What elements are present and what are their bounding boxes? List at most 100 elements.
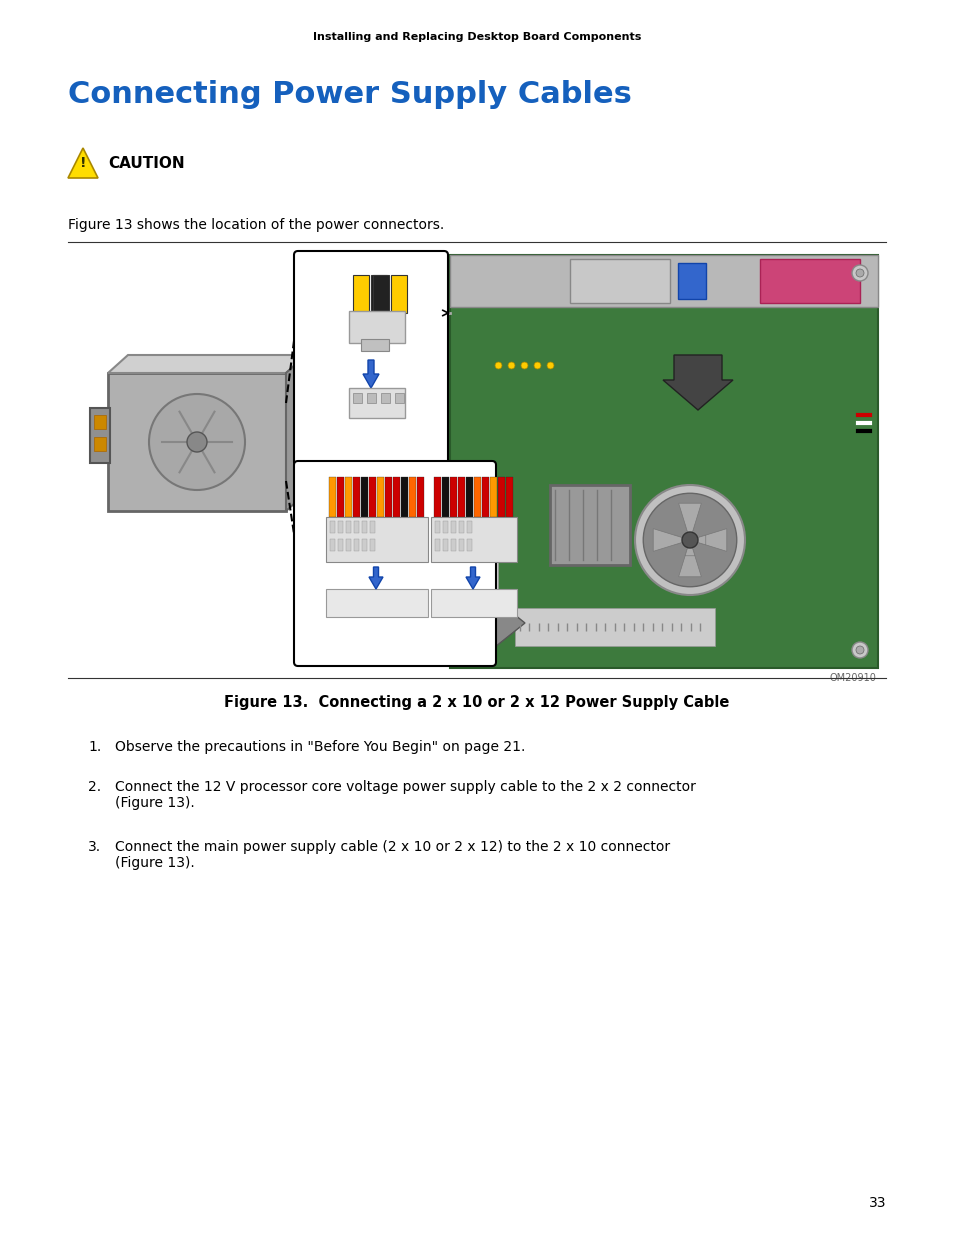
FancyBboxPatch shape — [376, 477, 384, 517]
Polygon shape — [678, 503, 700, 556]
FancyBboxPatch shape — [294, 461, 496, 666]
Text: 2.: 2. — [88, 781, 101, 794]
FancyBboxPatch shape — [550, 485, 629, 564]
Text: 1.: 1. — [88, 740, 101, 755]
Polygon shape — [653, 529, 705, 551]
Text: Connecting Power Supply Cables: Connecting Power Supply Cables — [68, 80, 631, 109]
Circle shape — [851, 266, 867, 282]
FancyArrow shape — [444, 599, 524, 647]
FancyBboxPatch shape — [451, 538, 456, 551]
FancyBboxPatch shape — [354, 521, 358, 534]
FancyBboxPatch shape — [450, 254, 877, 308]
FancyArrow shape — [662, 354, 732, 410]
Circle shape — [149, 394, 245, 490]
FancyBboxPatch shape — [760, 259, 859, 303]
Text: Connect the main power supply cable (2 x 10 or 2 x 12) to the 2 x 10 connector
(: Connect the main power supply cable (2 x… — [115, 840, 669, 871]
FancyBboxPatch shape — [337, 538, 343, 551]
FancyBboxPatch shape — [353, 393, 361, 403]
FancyBboxPatch shape — [465, 477, 473, 517]
FancyBboxPatch shape — [385, 477, 392, 517]
FancyBboxPatch shape — [431, 517, 517, 562]
FancyBboxPatch shape — [457, 477, 464, 517]
Circle shape — [642, 493, 736, 587]
FancyBboxPatch shape — [367, 393, 375, 403]
FancyBboxPatch shape — [90, 408, 110, 463]
Polygon shape — [108, 354, 306, 373]
Text: Installing and Replacing Desktop Board Components: Installing and Replacing Desktop Board C… — [313, 32, 640, 42]
FancyBboxPatch shape — [330, 521, 335, 534]
FancyBboxPatch shape — [434, 477, 440, 517]
Text: 33: 33 — [867, 1195, 885, 1210]
FancyBboxPatch shape — [497, 477, 504, 517]
FancyArrow shape — [363, 359, 378, 388]
FancyBboxPatch shape — [336, 477, 344, 517]
FancyBboxPatch shape — [345, 477, 352, 517]
Polygon shape — [68, 148, 98, 178]
FancyBboxPatch shape — [416, 477, 423, 517]
FancyBboxPatch shape — [346, 521, 351, 534]
FancyBboxPatch shape — [474, 477, 480, 517]
FancyBboxPatch shape — [505, 477, 513, 517]
FancyBboxPatch shape — [393, 477, 399, 517]
Text: OM20910: OM20910 — [828, 673, 875, 683]
FancyBboxPatch shape — [450, 254, 877, 668]
FancyBboxPatch shape — [467, 521, 472, 534]
FancyBboxPatch shape — [353, 275, 369, 312]
FancyBboxPatch shape — [370, 521, 375, 534]
Polygon shape — [286, 354, 306, 511]
Text: Observe the precautions in "Before You Begin" on page 21.: Observe the precautions in "Before You B… — [115, 740, 525, 755]
Circle shape — [635, 485, 744, 595]
FancyBboxPatch shape — [360, 477, 368, 517]
FancyBboxPatch shape — [337, 521, 343, 534]
Text: 3.: 3. — [88, 840, 101, 853]
FancyBboxPatch shape — [431, 589, 517, 618]
Text: 2 x 12: 2 x 12 — [354, 625, 397, 638]
FancyBboxPatch shape — [329, 477, 335, 517]
FancyBboxPatch shape — [458, 538, 463, 551]
FancyBboxPatch shape — [409, 477, 416, 517]
FancyBboxPatch shape — [373, 275, 389, 312]
Polygon shape — [674, 529, 726, 551]
FancyBboxPatch shape — [569, 259, 669, 303]
FancyBboxPatch shape — [326, 517, 428, 562]
FancyBboxPatch shape — [435, 521, 439, 534]
Text: Connect the 12 V processor core voltage power supply cable to the 2 x 2 connecto: Connect the 12 V processor core voltage … — [115, 781, 695, 810]
FancyBboxPatch shape — [294, 251, 448, 466]
Text: Figure 13.  Connecting a 2 x 10 or 2 x 12 Power Supply Cable: Figure 13. Connecting a 2 x 10 or 2 x 12… — [224, 695, 729, 710]
FancyBboxPatch shape — [369, 477, 375, 517]
FancyBboxPatch shape — [481, 477, 489, 517]
Circle shape — [855, 269, 863, 277]
FancyBboxPatch shape — [678, 263, 705, 299]
Text: !: ! — [80, 156, 86, 170]
FancyBboxPatch shape — [94, 437, 106, 451]
FancyBboxPatch shape — [353, 477, 359, 517]
FancyBboxPatch shape — [395, 393, 403, 403]
FancyBboxPatch shape — [354, 538, 358, 551]
FancyBboxPatch shape — [400, 477, 408, 517]
FancyBboxPatch shape — [361, 538, 367, 551]
FancyBboxPatch shape — [326, 589, 428, 618]
FancyBboxPatch shape — [349, 388, 405, 417]
Circle shape — [454, 646, 461, 655]
FancyBboxPatch shape — [459, 558, 476, 643]
Text: OR: OR — [382, 542, 407, 557]
FancyBboxPatch shape — [441, 477, 449, 517]
FancyBboxPatch shape — [467, 538, 472, 551]
Circle shape — [450, 642, 465, 658]
Circle shape — [851, 642, 867, 658]
FancyArrow shape — [369, 567, 382, 589]
FancyBboxPatch shape — [391, 275, 407, 312]
FancyBboxPatch shape — [380, 393, 390, 403]
Text: 2 x 10: 2 x 10 — [451, 625, 495, 638]
FancyBboxPatch shape — [435, 538, 439, 551]
FancyBboxPatch shape — [330, 538, 335, 551]
FancyBboxPatch shape — [490, 477, 497, 517]
Text: Figure 13 shows the location of the power connectors.: Figure 13 shows the location of the powe… — [68, 219, 444, 232]
FancyBboxPatch shape — [481, 558, 497, 643]
FancyBboxPatch shape — [361, 521, 367, 534]
Circle shape — [681, 532, 698, 548]
FancyBboxPatch shape — [94, 415, 106, 429]
Polygon shape — [678, 524, 700, 577]
FancyBboxPatch shape — [370, 538, 375, 551]
FancyBboxPatch shape — [458, 521, 463, 534]
